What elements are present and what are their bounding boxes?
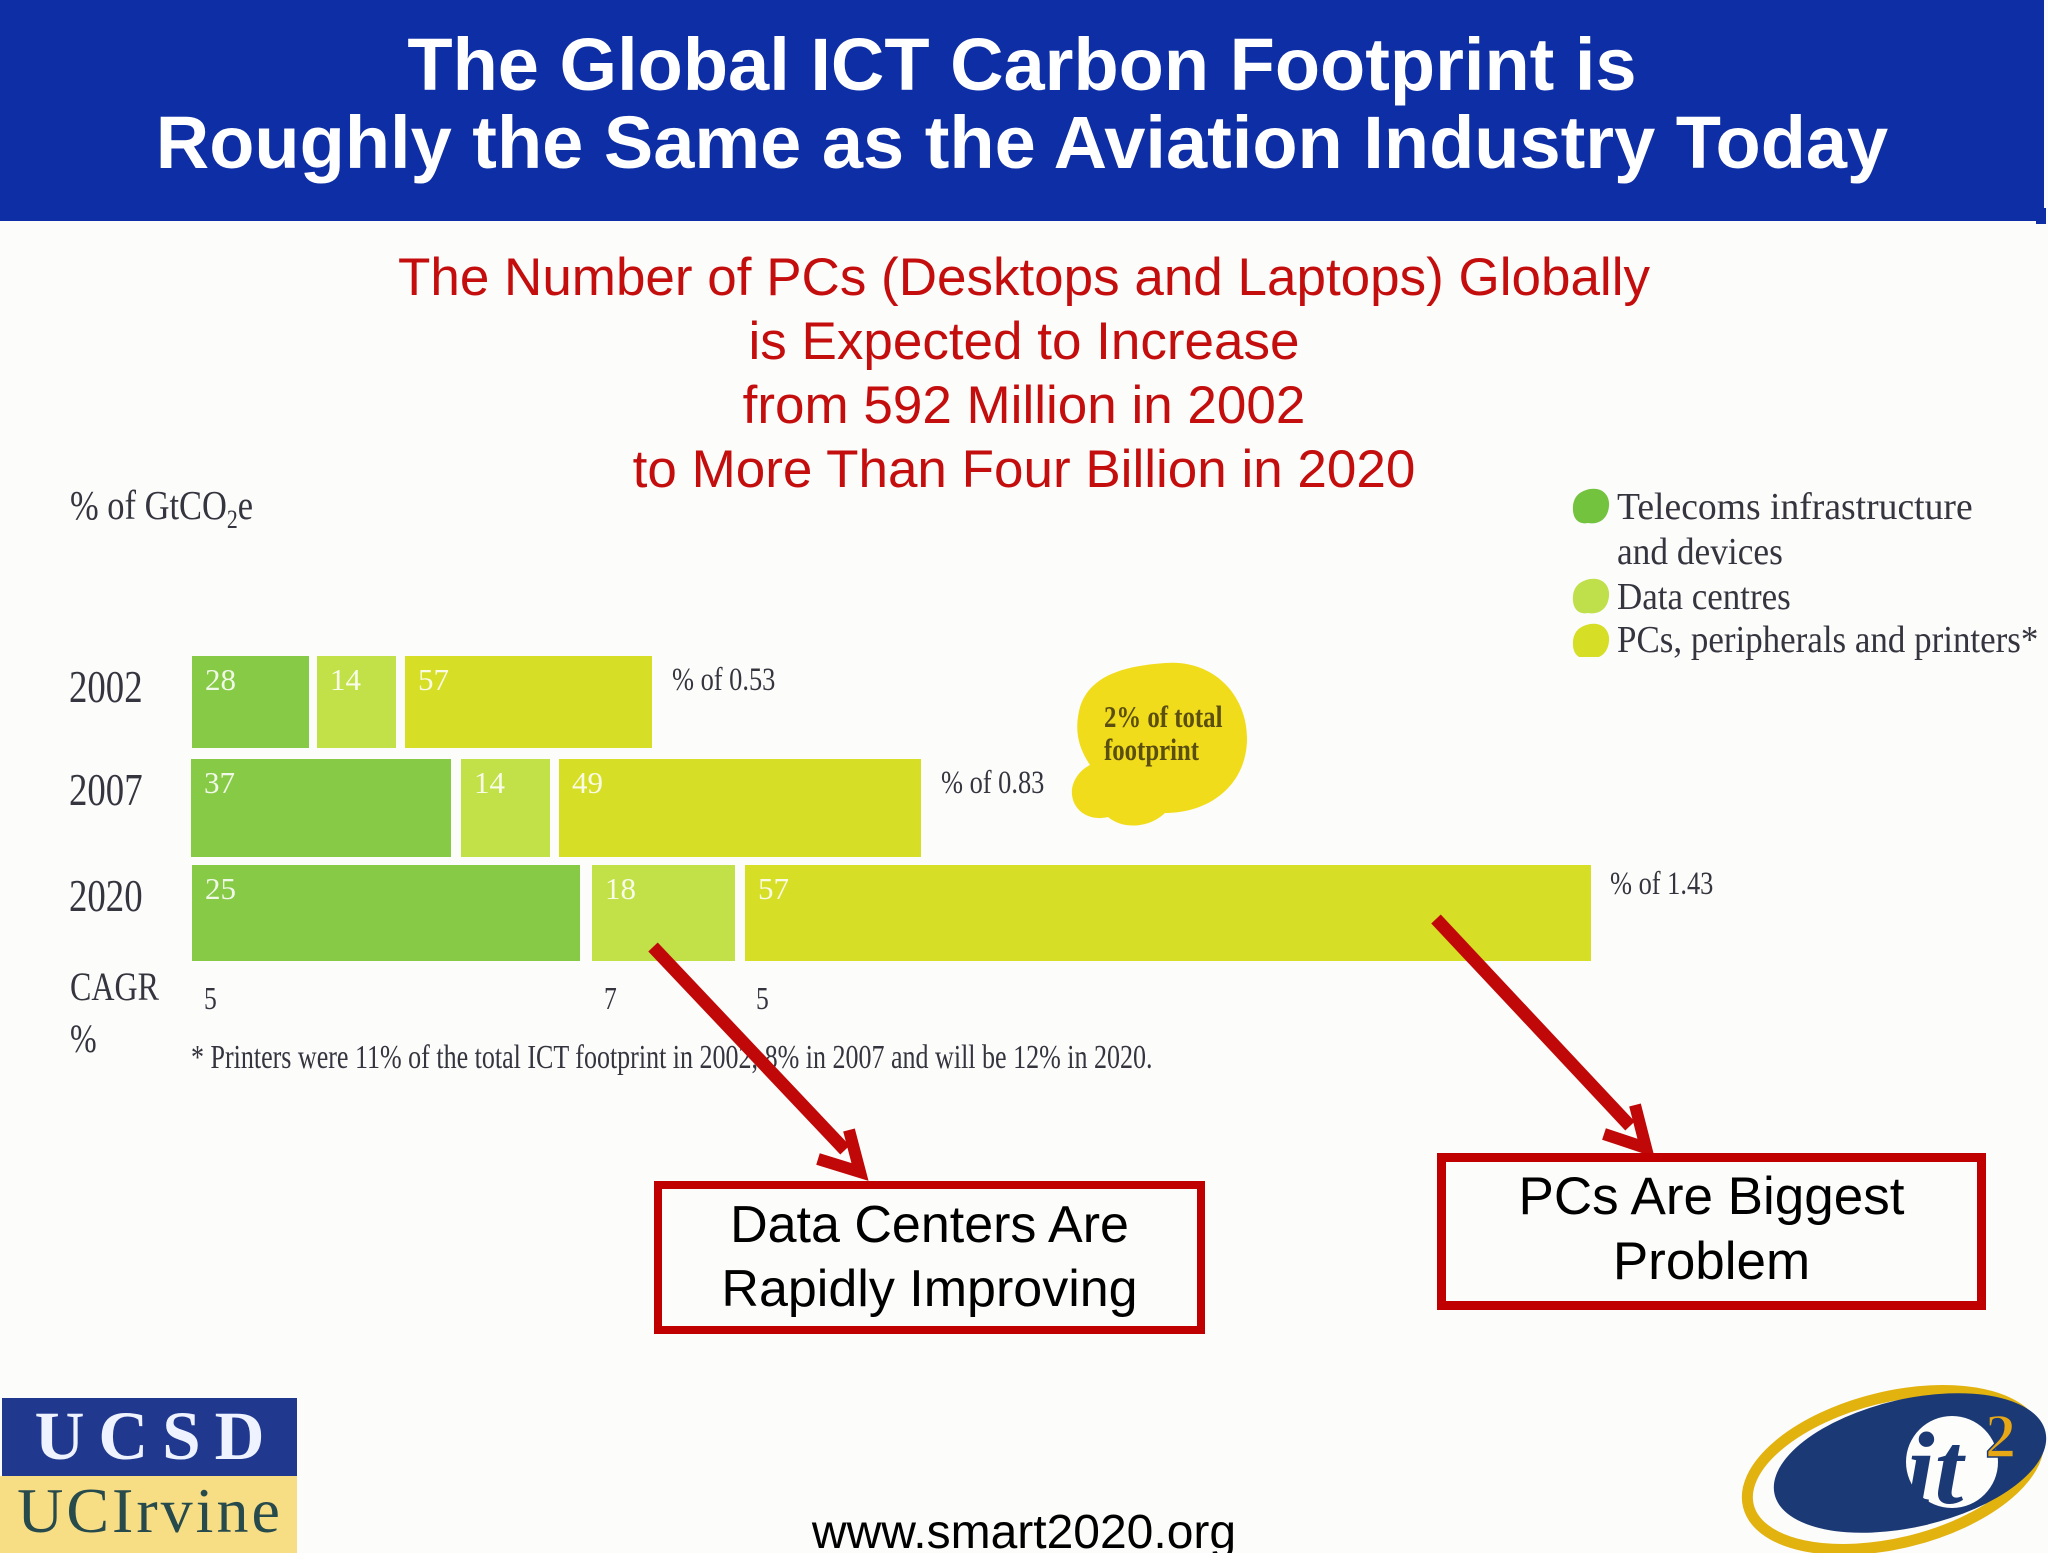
svg-text:it: it bbox=[1906, 1412, 1967, 1526]
svg-text:2: 2 bbox=[1985, 1403, 2016, 1471]
